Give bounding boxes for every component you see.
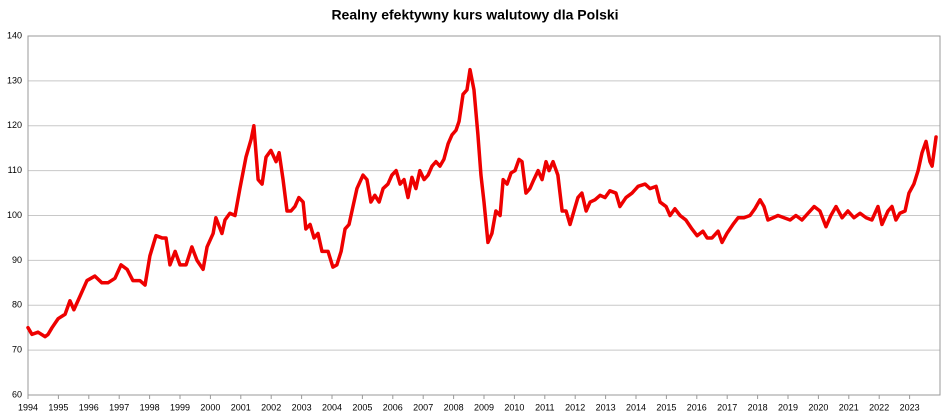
x-tick-label: 2017 (717, 402, 737, 412)
y-tick-label: 110 (8, 165, 22, 175)
x-tick-label: 2010 (504, 402, 524, 412)
x-tick-label: 2022 (869, 402, 889, 412)
x-tick-label: 2006 (383, 402, 403, 412)
x-tick-label: 2014 (626, 402, 646, 412)
y-tick-label: 60 (12, 389, 22, 399)
chart-title: Realny efektywny kurs walutowy dla Polsk… (331, 7, 618, 23)
marks (26, 67, 938, 339)
line (26, 67, 938, 339)
y-tick-label: 100 (7, 210, 22, 220)
x-tick-label: 2002 (261, 402, 281, 412)
x-tick-label: 2001 (231, 402, 251, 412)
x-tick-label: 2016 (687, 402, 707, 412)
y-tick-label: 120 (7, 120, 22, 130)
x-tick-label: 2003 (292, 402, 312, 412)
y-tick-label: 140 (7, 30, 22, 40)
x-tick-label: 1994 (18, 402, 38, 412)
x-tick-label: 2019 (778, 402, 798, 412)
x-tick-label: 1995 (48, 402, 68, 412)
x-tick-label: 2015 (656, 402, 676, 412)
y-tick-label: 80 (12, 300, 22, 310)
x-tick-label: 1998 (140, 402, 160, 412)
x-tick-label: 2004 (322, 402, 342, 412)
x-tick-label: 1997 (109, 402, 129, 412)
x-tick-label: 2000 (200, 402, 220, 412)
plot-frame (27, 35, 941, 396)
x-tick-label: 2005 (352, 402, 372, 412)
x-tick-label: 1999 (170, 402, 190, 412)
x-tick-label: 2008 (444, 402, 464, 412)
x-tick-label: 2020 (808, 402, 828, 412)
x-tick-label: 1996 (79, 402, 99, 412)
x-tick-label: 2023 (900, 402, 920, 412)
x-tick-label: 2012 (565, 402, 585, 412)
x-tick-label: 2018 (748, 402, 768, 412)
x-tick-label: 2007 (413, 402, 433, 412)
y-tick-label: 70 (12, 345, 22, 355)
x-tick-label: 2009 (474, 402, 494, 412)
x-tick-label: 2011 (535, 402, 554, 412)
y-tick-label: 90 (12, 255, 22, 265)
x-tick-label: 2013 (596, 402, 616, 412)
x-tick-label: 2021 (839, 402, 859, 412)
y-tick-label: 130 (7, 75, 22, 85)
